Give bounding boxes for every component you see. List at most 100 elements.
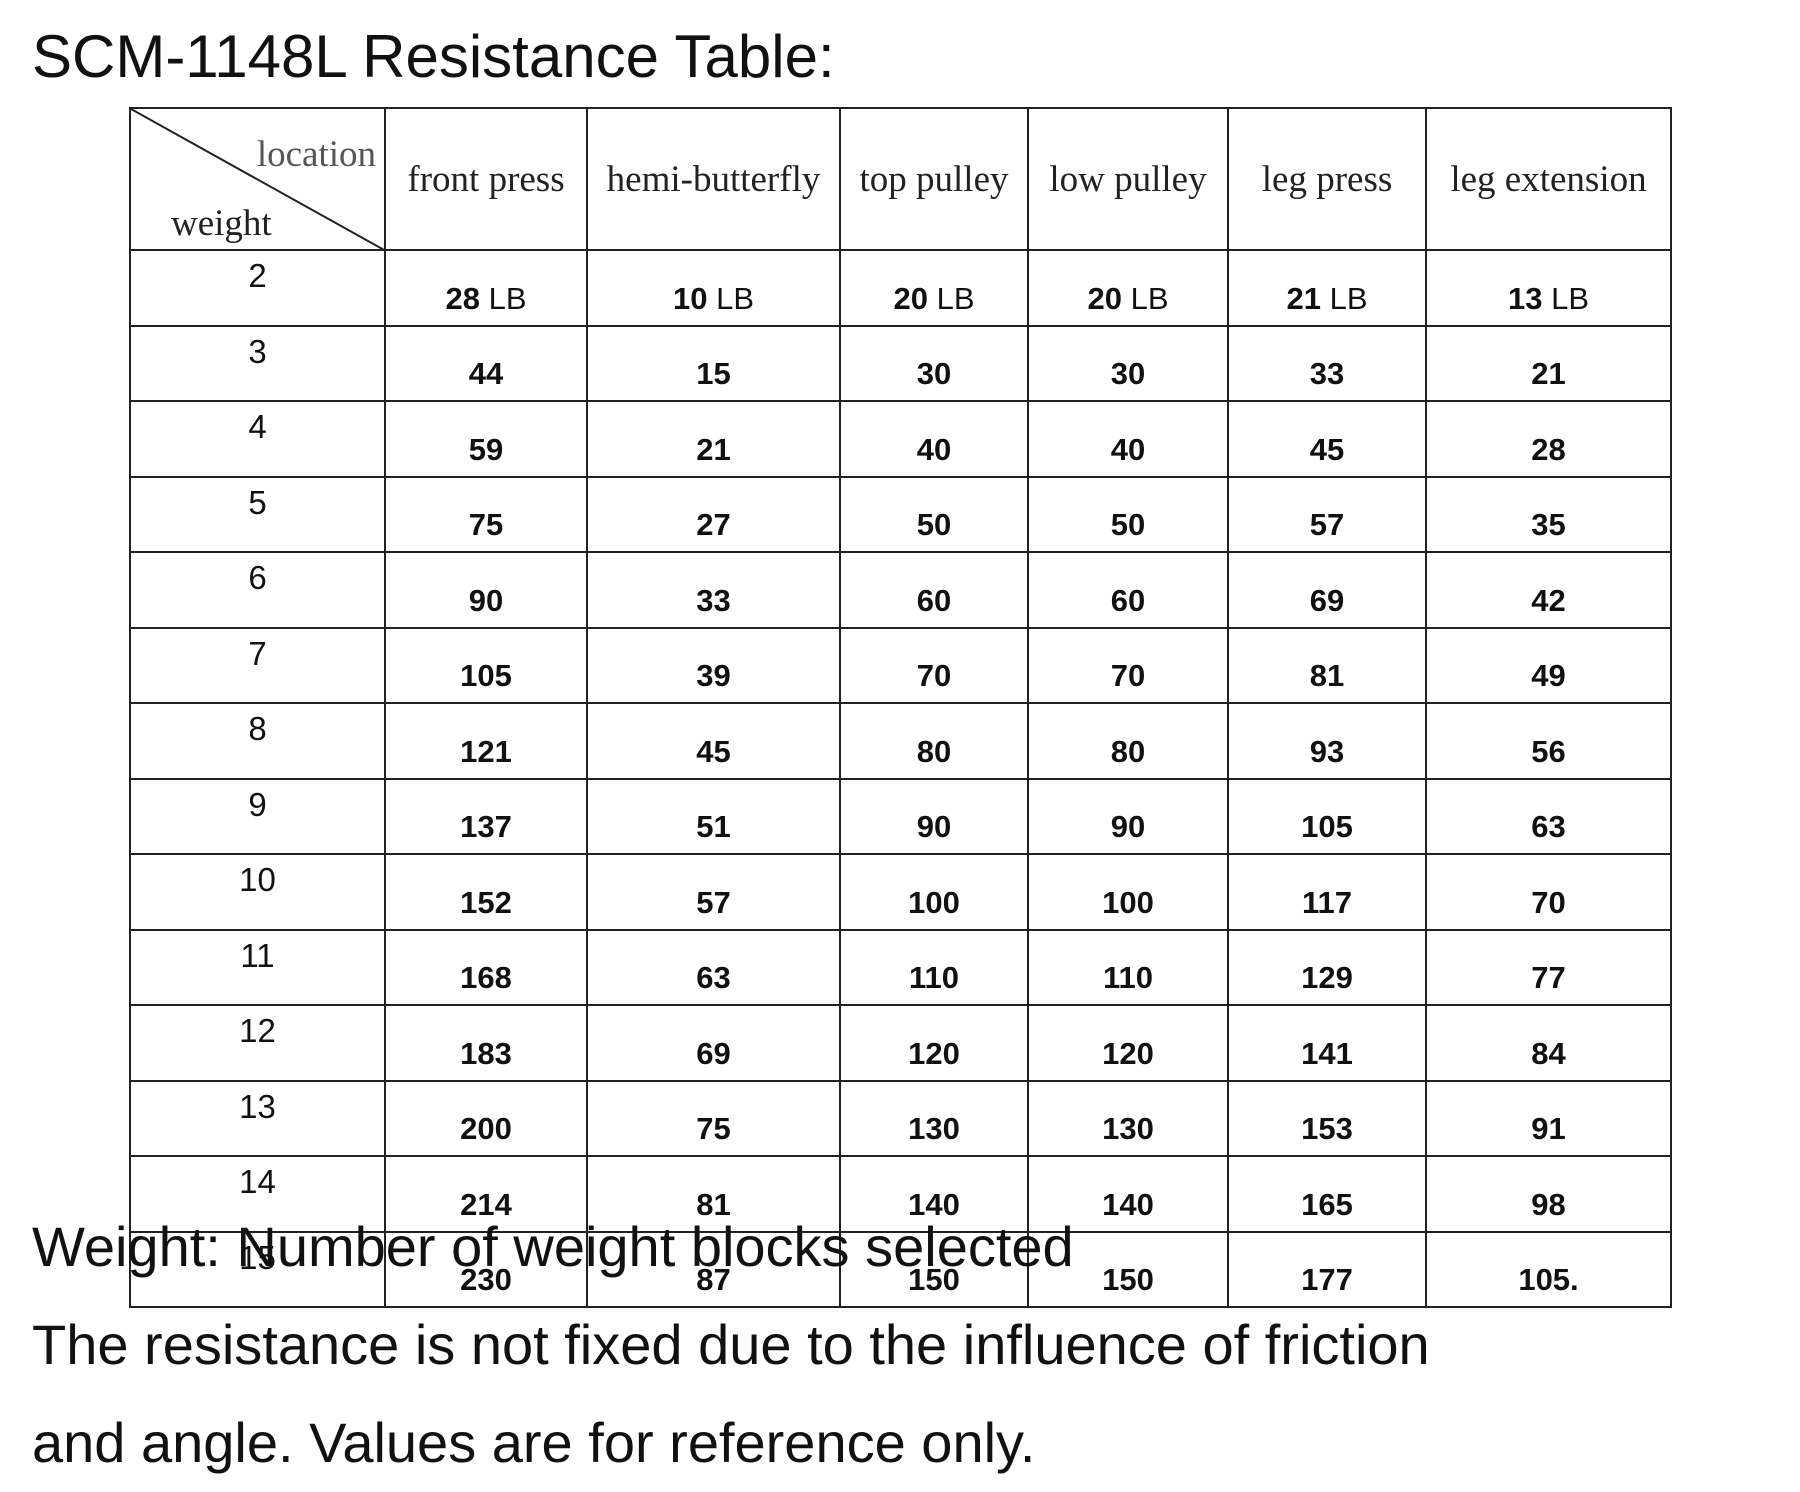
value-cell: 60 <box>839 551 1029 629</box>
unit: LB <box>488 280 527 316</box>
table-row: 15 230 87 150 150 177 105. <box>129 1230 1672 1308</box>
weight-cell: 5 <box>129 475 386 553</box>
unit: LB <box>1329 280 1368 316</box>
value-cell: 150 <box>1027 1230 1229 1308</box>
corner-cell: location weight <box>129 107 386 251</box>
weight-cell: 9 <box>129 777 386 855</box>
value-cell: 33 <box>586 551 841 629</box>
weight-cell: 11 <box>129 928 386 1006</box>
value-cell: 57 <box>1227 475 1427 553</box>
table-row: 14 214 81 140 140 165 98 <box>129 1155 1672 1233</box>
value-cell: 140 <box>839 1155 1029 1233</box>
value-cell: 90 <box>839 777 1029 855</box>
table-row: 5 75 27 50 50 57 35 <box>129 475 1672 553</box>
table-row: 4 59 21 40 40 45 28 <box>129 400 1672 478</box>
value-cell: 45 <box>586 702 841 780</box>
value-cell: 90 <box>1027 777 1229 855</box>
weight-cell: 14 <box>129 1155 386 1233</box>
value-cell: 81 <box>1227 626 1427 704</box>
value: 20 <box>1087 280 1122 316</box>
value-cell: 10 LB <box>586 249 841 327</box>
value-cell: 230 <box>384 1230 588 1308</box>
table-row: 11 168 63 110 110 129 77 <box>129 928 1672 1006</box>
value-cell: 152 <box>384 853 588 931</box>
table-row: 2 28 LB 10 LB 20 LB 20 LB 21 LB 13 LB <box>129 249 1672 327</box>
table-row: 9 137 51 90 90 105 63 <box>129 777 1672 855</box>
value-cell: 49 <box>1425 626 1672 704</box>
value-cell: 21 <box>586 400 841 478</box>
value-cell: 177 <box>1227 1230 1427 1308</box>
value-cell: 63 <box>586 928 841 1006</box>
table-row: 10 152 57 100 100 117 70 <box>129 853 1672 931</box>
value-cell: 57 <box>586 853 841 931</box>
table-row: 12 183 69 120 120 141 84 <box>129 1004 1672 1082</box>
column-header: low pulley <box>1027 107 1229 251</box>
value-cell: 87 <box>586 1230 841 1308</box>
column-header: hemi-butterfly <box>586 107 841 251</box>
value-cell: 91 <box>1425 1079 1672 1157</box>
value-cell: 121 <box>384 702 588 780</box>
value-cell: 28 LB <box>384 249 588 327</box>
weight-cell: 15 <box>129 1230 386 1308</box>
value-cell: 100 <box>1027 853 1229 931</box>
diagonal <box>132 110 383 248</box>
column-header: front press <box>384 107 588 251</box>
value-cell: 63 <box>1425 777 1672 855</box>
value-cell: 40 <box>1027 400 1229 478</box>
column-header: leg press <box>1227 107 1427 251</box>
unit: LB <box>936 280 975 316</box>
value-cell: 21 <box>1425 324 1672 402</box>
value-cell: 30 <box>839 324 1029 402</box>
weight-cell: 2 <box>129 249 386 327</box>
value-cell: 42 <box>1425 551 1672 629</box>
value-cell: 84 <box>1425 1004 1672 1082</box>
value-cell: 105 <box>1227 777 1427 855</box>
value-cell: 51 <box>586 777 841 855</box>
value-cell: 50 <box>1027 475 1229 553</box>
value: 10 <box>672 280 708 316</box>
value-cell: 69 <box>1227 551 1427 629</box>
value-cell: 150 <box>839 1230 1029 1308</box>
value-cell: 105 <box>384 626 588 704</box>
value-cell: 28 <box>1425 400 1672 478</box>
value-cell: 77 <box>1425 928 1672 1006</box>
note: and angle. Values are for reference only… <box>32 1411 1036 1474</box>
value-cell: 129 <box>1227 928 1427 1006</box>
value-cell: 40 <box>839 400 1029 478</box>
weight-cell: 6 <box>129 551 386 629</box>
value-cell: 50 <box>839 475 1029 553</box>
value: 20 <box>893 280 928 316</box>
weight-cell: 12 <box>129 1004 386 1082</box>
corner-bottom: weight <box>171 203 272 244</box>
value-cell: 105. <box>1425 1230 1672 1308</box>
value-cell: 153 <box>1227 1079 1427 1157</box>
column-header: top pulley <box>839 107 1029 251</box>
weight-cell: 7 <box>129 626 386 704</box>
value-cell: 20 LB <box>839 249 1029 327</box>
value-cell: 200 <box>384 1079 588 1157</box>
value-cell: 70 <box>1027 626 1229 704</box>
table-row: 7 105 39 70 70 81 49 <box>129 626 1672 704</box>
value-cell: 30 <box>1027 324 1229 402</box>
title: SCM-1148L Resistance Table: <box>32 23 835 90</box>
value-cell: 90 <box>384 551 588 629</box>
table-row: 6 90 33 60 60 69 42 <box>129 551 1672 629</box>
weight-cell: 13 <box>129 1079 386 1157</box>
value-cell: 110 <box>839 928 1029 1006</box>
value-cell: 33 <box>1227 324 1427 402</box>
value-cell: 183 <box>384 1004 588 1082</box>
value-cell: 130 <box>1027 1079 1229 1157</box>
value-cell: 75 <box>586 1079 841 1157</box>
value-cell: 140 <box>1027 1155 1229 1233</box>
table-row: 8 121 45 80 80 93 56 <box>129 702 1672 780</box>
note: The resistance is not fixed due to the i… <box>32 1313 1430 1376</box>
weight-cell: 8 <box>129 702 386 780</box>
value-cell: 130 <box>839 1079 1029 1157</box>
value-cell: 141 <box>1227 1004 1427 1082</box>
weight-cell: 3 <box>129 324 386 402</box>
value-cell: 44 <box>384 324 588 402</box>
value: 13 <box>1507 280 1543 316</box>
value-cell: 100 <box>839 853 1029 931</box>
value-cell: 69 <box>586 1004 841 1082</box>
